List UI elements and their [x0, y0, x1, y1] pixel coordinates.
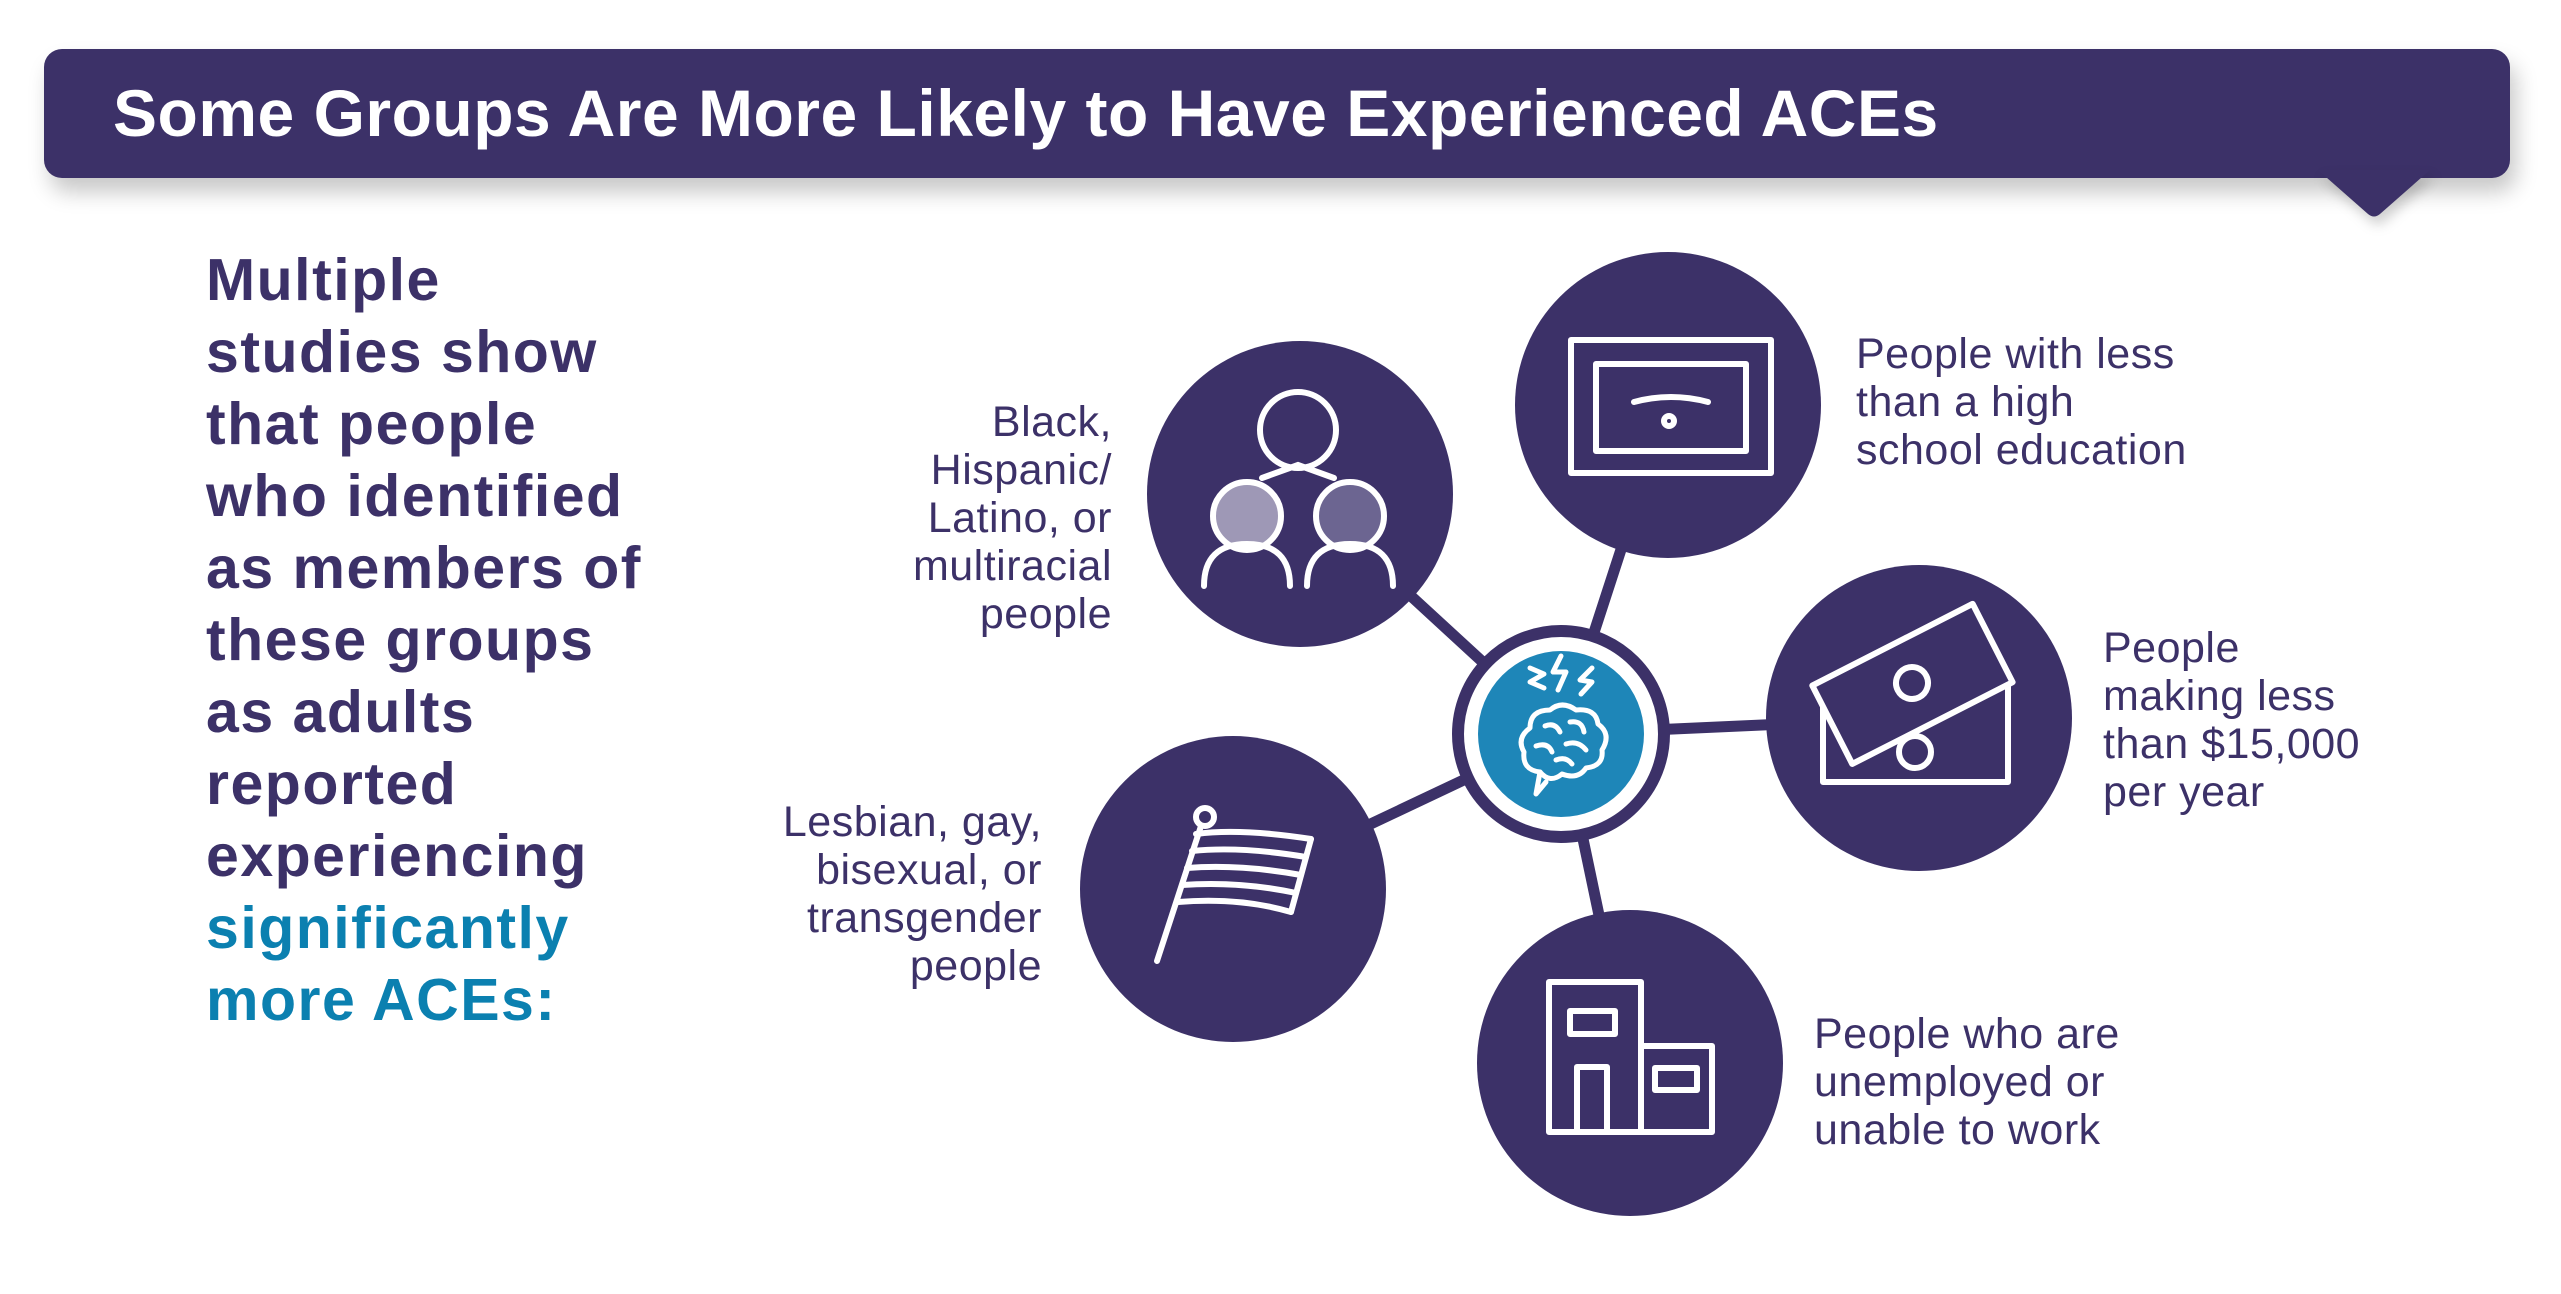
intro-line: as adults — [206, 679, 476, 745]
label-line: bisexual, or — [816, 846, 1042, 894]
title-banner: Some Groups Are More Likely to Have Expe… — [44, 49, 2510, 178]
banner-speech-tail — [2318, 170, 2430, 217]
label-line: People — [2103, 624, 2240, 672]
label-line: People who are — [1814, 1010, 2120, 1058]
label-line: school education — [1856, 426, 2187, 474]
people-group-icon — [1201, 389, 1396, 589]
intro-paragraph: Multiple studies show that people who id… — [206, 244, 766, 1036]
intro-line: reported — [206, 751, 458, 817]
money-envelope-icon — [1809, 600, 2016, 785]
group-node-employment — [1477, 910, 1783, 1216]
group-node-education — [1515, 252, 1821, 558]
label-line: unemployed or — [1814, 1058, 2105, 1106]
label-line: Hispanic/ — [930, 446, 1112, 494]
label-income: People making less than $15,000 per year — [2103, 624, 2360, 816]
label-line: multiracial — [912, 542, 1112, 590]
building-icon — [1546, 979, 1715, 1135]
label-line: Black, — [991, 398, 1112, 446]
intro-line: experiencing — [206, 823, 588, 889]
label-line: than $15,000 — [2103, 720, 2361, 768]
label-line: transgender — [807, 894, 1042, 942]
diploma-icon — [1568, 337, 1774, 476]
label-line: Latino, or — [927, 494, 1112, 542]
label-line: People with less — [1856, 330, 2175, 378]
label-race-ethnicity: Black, Hispanic/ Latino, or multiracial … — [913, 398, 1112, 638]
label-line: per year — [2103, 768, 2265, 816]
brain-stress-icon — [1518, 653, 1609, 797]
label-line: people — [979, 590, 1112, 638]
label-lgbt: Lesbian, gay, bisexual, or transgender p… — [783, 798, 1042, 990]
hub-node — [1452, 625, 1670, 843]
intro-line: these groups — [206, 607, 595, 673]
label-line: making less — [2103, 672, 2336, 720]
intro-accent-line: significantly — [206, 895, 570, 961]
label-line: than a high — [1856, 378, 2075, 426]
group-node-race-ethnicity — [1147, 341, 1453, 647]
label-line: people — [909, 942, 1042, 990]
intro-line: who identified — [206, 463, 624, 529]
group-node-income — [1766, 565, 2072, 871]
label-line: Lesbian, gay, — [782, 798, 1042, 846]
intro-line: Multiple — [206, 247, 441, 313]
label-employment: People who are unemployed or unable to w… — [1814, 1010, 2120, 1154]
group-node-lgbt — [1080, 736, 1386, 1042]
label-line: unable to work — [1814, 1106, 2101, 1154]
label-education: People with less than a high school educ… — [1856, 330, 2187, 474]
intro-accent-line: more ACEs: — [206, 967, 557, 1033]
intro-line: that people — [206, 391, 538, 457]
flag-icon — [1154, 805, 1314, 964]
intro-line: studies show — [206, 319, 598, 385]
intro-line: as members of — [206, 535, 642, 601]
page-title: Some Groups Are More Likely to Have Expe… — [113, 76, 1939, 150]
